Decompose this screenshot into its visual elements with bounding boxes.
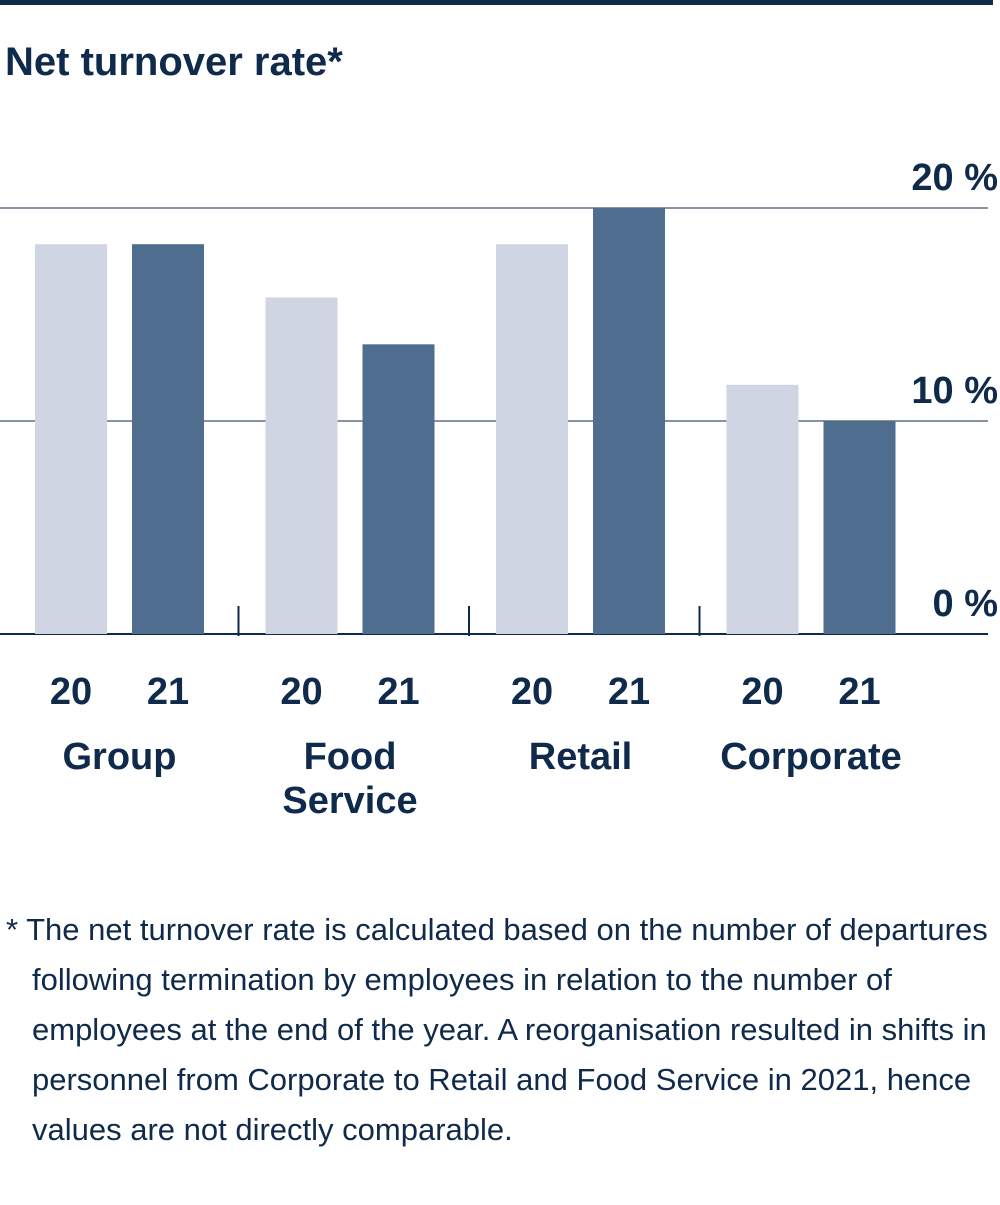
bar [823, 421, 896, 634]
series-label: 20 [511, 671, 553, 713]
category-label: Retail [528, 736, 633, 778]
bar [35, 244, 107, 634]
category-label: Corporate [720, 736, 902, 778]
y-tick-label: 10 % [911, 370, 998, 412]
category-label: Food Service [282, 736, 418, 822]
series-label: 20 [50, 671, 92, 713]
top-rule [0, 0, 993, 5]
series-label: 21 [377, 671, 419, 713]
series-label: 21 [838, 671, 880, 713]
y-tick-label: 20 % [911, 157, 998, 199]
chart: Net turnover rate* 0 % 10 % 20 % 20 21 20 21 20… [0, 0, 998, 713]
bar [362, 344, 435, 634]
chart-title: Net turnover rate* [5, 40, 343, 84]
series-label: 21 [608, 671, 650, 713]
series-label: 20 [741, 671, 783, 713]
bar [132, 244, 204, 634]
y-tick-label: 0 % [933, 583, 998, 625]
series-label: 20 [280, 671, 322, 713]
bar [265, 297, 338, 634]
bar [496, 244, 568, 634]
bar [726, 384, 799, 634]
footnote: * The net turnover rate is calculated ba… [6, 912, 988, 1147]
category-label: Group [62, 736, 177, 778]
series-label: 21 [147, 671, 189, 713]
bar [593, 208, 665, 634]
